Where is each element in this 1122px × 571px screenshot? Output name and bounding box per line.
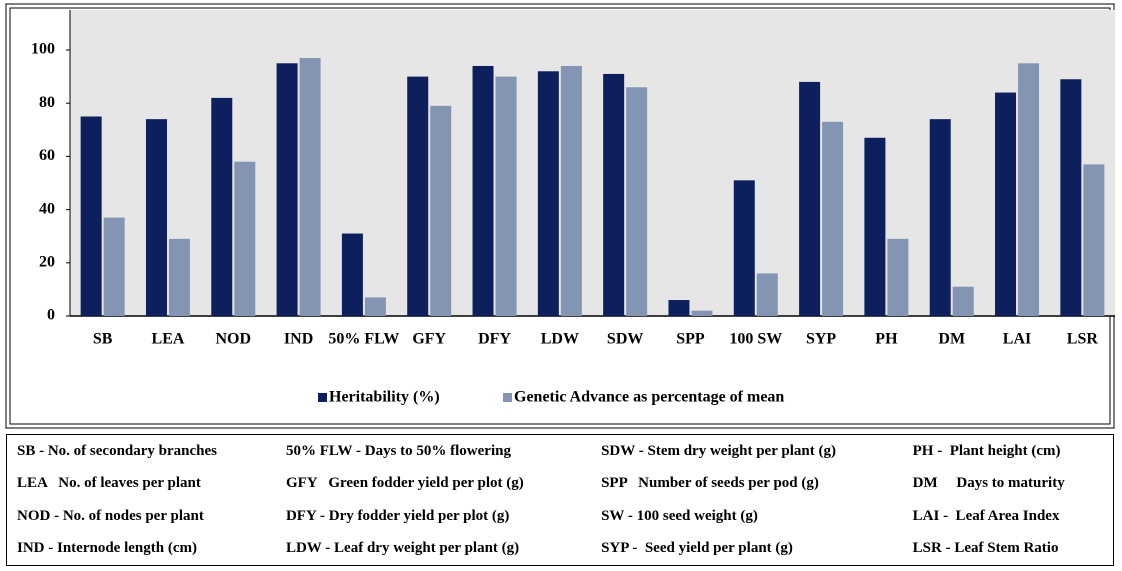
table-cell: PH - Plant height (cm) — [912, 442, 1061, 459]
table-cell: LAI - Leaf Area Index — [912, 507, 1060, 524]
bar — [733, 180, 755, 316]
x-tick-label: IND — [284, 331, 313, 348]
x-tick-label: PH — [875, 331, 898, 348]
x-tick-label: SPP — [676, 331, 705, 348]
table-cell: NOD - No. of nodes per plant — [17, 507, 204, 524]
x-tick-label: LAI — [1003, 331, 1031, 348]
x-tick-label: LEA — [152, 331, 185, 348]
chart: 0 20 40 60 80 100 SB LEA NOD IND 50% FLW GFY DFY LDW S… — [5, 3, 1115, 429]
bar — [407, 76, 429, 316]
bar — [952, 286, 974, 316]
table-cell: DM Days to maturity — [912, 475, 1065, 492]
x-tick-label: 50% FLW — [328, 331, 399, 348]
bar — [560, 65, 582, 317]
bar — [211, 97, 233, 316]
bar — [929, 119, 951, 316]
x-tick-label: DFY — [478, 331, 511, 348]
table-cell: SYP - Seed yield per plant (g) — [601, 540, 793, 557]
bar — [80, 116, 102, 316]
table-cell: LEA No. of leaves per plant — [17, 475, 201, 492]
table-cell: SDW - Stem dry weight per plant (g) — [601, 442, 836, 459]
bar — [603, 73, 625, 316]
table-cell: LSR - Leaf Stem Ratio — [912, 540, 1059, 557]
table-row: IND - Internode length (cm) LDW - Leaf dr… — [7, 533, 1113, 566]
table-cell: SB - No. of secondary branches — [17, 442, 218, 459]
y-tick-label: 80 — [39, 94, 55, 111]
bar — [364, 297, 386, 316]
bar — [495, 76, 517, 316]
bar — [537, 71, 559, 316]
bar — [145, 119, 167, 316]
y-tick-label: 60 — [39, 147, 55, 164]
bar — [668, 300, 690, 316]
x-tick-label: SDW — [607, 331, 643, 348]
bar — [822, 121, 844, 316]
legend-swatch — [503, 393, 512, 402]
bar — [472, 65, 494, 317]
x-tick-label: DM — [938, 331, 965, 348]
bar — [626, 87, 648, 317]
bar — [1060, 79, 1082, 316]
x-tick-label: NOD — [216, 331, 252, 348]
y-tick-label: 0 — [47, 307, 55, 324]
abbreviation-table: SB - No. of secondary branches 50% FLW - … — [6, 434, 1114, 566]
y-tick-label: 20 — [39, 253, 55, 270]
bar — [864, 137, 886, 316]
x-tick-label: GFY — [412, 331, 446, 348]
bar — [756, 273, 778, 316]
table-cell: SW - 100 seed weight (g) — [601, 507, 758, 524]
bar — [799, 81, 821, 316]
legend-label: Genetic Advance as percentage of mean — [514, 389, 784, 406]
bar — [430, 105, 452, 316]
x-tick-label: SB — [93, 331, 113, 348]
y-tick-label: 100 — [31, 41, 55, 58]
bar — [276, 63, 298, 316]
table-cell: SPP Number of seeds per pod (g) — [601, 475, 819, 492]
bar — [995, 92, 1017, 316]
bar — [887, 238, 909, 316]
x-tick-label: LDW — [541, 331, 579, 348]
table-cell: DFY - Dry fodder yield per plot (g) — [285, 507, 510, 524]
bar — [341, 233, 363, 316]
legend-swatch — [318, 393, 327, 402]
x-tick-label: LSR — [1067, 331, 1099, 348]
table-cell: IND - Internode length (cm) — [17, 540, 197, 557]
table-row: NOD - No. of nodes per plant DFY - Dry fo… — [7, 500, 1113, 533]
bar — [299, 57, 321, 316]
bar — [1018, 63, 1040, 316]
bar — [1083, 164, 1105, 316]
table-row: LEA No. of leaves per plant GFY Green fod… — [7, 468, 1113, 501]
bar — [234, 161, 256, 316]
table-cell: LDW - Leaf dry weight per plant (g) — [285, 540, 520, 557]
bar — [691, 310, 713, 316]
table-row: SB - No. of secondary branches 50% FLW - … — [7, 435, 1113, 468]
x-tick-label: 100 SW — [729, 331, 782, 348]
table-cell: 50% FLW - Days to 50% flowering — [285, 442, 511, 459]
bar — [168, 238, 190, 316]
table-cell: GFY Green fodder yield per plot (g) — [285, 475, 524, 492]
y-tick-label: 40 — [39, 200, 55, 217]
legend-label: Heritability (%) — [329, 389, 440, 406]
x-tick-label: SYP — [806, 331, 836, 348]
bar — [103, 217, 125, 316]
